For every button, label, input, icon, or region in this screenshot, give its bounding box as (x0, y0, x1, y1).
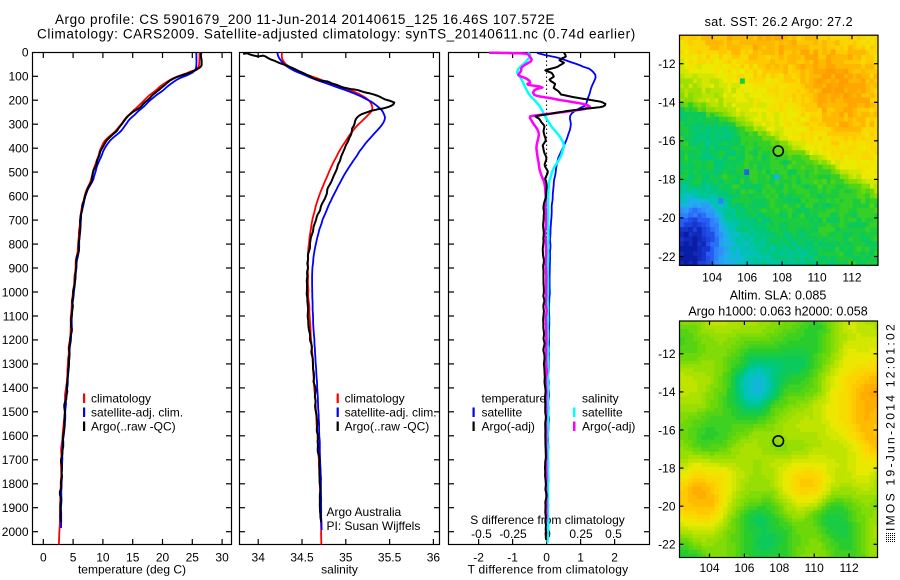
svg-text:-1: -1 (507, 551, 518, 565)
svg-text:100: 100 (8, 70, 28, 84)
svg-text:-0.25: -0.25 (499, 527, 527, 541)
svg-text:-20: -20 (658, 211, 676, 225)
svg-text:1100: 1100 (3, 309, 29, 323)
svg-text:35: 35 (339, 551, 353, 565)
svg-text:15: 15 (126, 551, 140, 565)
svg-text:0.5: 0.5 (605, 527, 622, 541)
svg-text:-14: -14 (658, 96, 676, 110)
svg-text:5: 5 (70, 551, 77, 565)
svg-text:-12: -12 (658, 57, 676, 71)
svg-text:T difference from climatology: T difference from climatology (468, 563, 629, 577)
svg-text:1800: 1800 (2, 477, 29, 491)
svg-text:1: 1 (577, 551, 584, 565)
svg-text:900: 900 (8, 261, 28, 275)
svg-text:1500: 1500 (2, 405, 29, 419)
svg-text:700: 700 (8, 213, 28, 227)
svg-text:104: 104 (699, 561, 719, 575)
svg-text:34: 34 (252, 551, 266, 565)
svg-text:500: 500 (8, 165, 28, 179)
svg-text:0: 0 (40, 551, 47, 565)
svg-text:1600: 1600 (2, 429, 29, 443)
svg-text:36: 36 (427, 551, 441, 565)
svg-text:35.5: 35.5 (378, 551, 402, 565)
svg-text:-20: -20 (658, 500, 676, 514)
svg-text:satellite: satellite (582, 406, 623, 420)
svg-text:Argo(..raw -QC): Argo(..raw -QC) (91, 420, 176, 434)
svg-text:Climatology: CARS2009. Satelli: Climatology: CARS2009. Satellite-adjuste… (37, 27, 636, 42)
svg-text:0.25: 0.25 (569, 527, 593, 541)
svg-text:800: 800 (8, 237, 28, 251)
svg-text:Argo h1000: 0.063 h2000: 0.058: Argo h1000: 0.063 h2000: 0.058 (688, 305, 867, 319)
svg-text:Argo profile: CS 5901679_200 1: Argo profile: CS 5901679_200 11-Jun-2014… (55, 12, 555, 27)
svg-text:1700: 1700 (2, 453, 29, 467)
svg-text:satellite: satellite (482, 406, 523, 420)
svg-text:Altim. SLA: 0.085: Altim. SLA: 0.085 (730, 289, 827, 303)
svg-text:112: 112 (840, 561, 859, 575)
svg-text:110: 110 (805, 561, 824, 575)
svg-text:1900: 1900 (2, 501, 29, 515)
svg-text:Argo(-adj): Argo(-adj) (582, 420, 635, 434)
svg-text:-18: -18 (658, 173, 676, 187)
svg-text:1400: 1400 (2, 381, 29, 395)
svg-text:-18: -18 (658, 461, 676, 475)
svg-text:1000: 1000 (2, 285, 29, 299)
svg-text:106: 106 (737, 271, 757, 285)
svg-text:25: 25 (186, 551, 200, 565)
svg-text:-2: -2 (473, 551, 484, 565)
svg-text:sat. SST: 26.2 Argo: 27.2: sat. SST: 26.2 Argo: 27.2 (705, 15, 853, 29)
svg-text:Argo Australia: Argo Australia (327, 505, 402, 519)
svg-text:0: 0 (22, 46, 29, 60)
svg-text:300: 300 (8, 118, 28, 132)
svg-text:temperature (deg C): temperature (deg C) (78, 563, 186, 577)
svg-text:satellite-adj. clim.: satellite-adj. clim. (345, 406, 437, 420)
svg-text:PI: Susan Wijffels: PI: Susan Wijffels (327, 519, 421, 533)
svg-text:2: 2 (611, 551, 618, 565)
svg-text:-16: -16 (658, 134, 676, 148)
svg-text:-22: -22 (658, 538, 676, 552)
svg-text:1200: 1200 (2, 333, 29, 347)
svg-text:satellite-adj. clim.: satellite-adj. clim. (91, 406, 183, 420)
svg-text:104: 104 (702, 271, 722, 285)
svg-text:108: 108 (769, 561, 789, 575)
svg-text:10: 10 (96, 551, 110, 565)
svg-text:-12: -12 (658, 347, 676, 361)
svg-text:-14: -14 (658, 385, 676, 399)
svg-text:-0.5: -0.5 (471, 527, 492, 541)
svg-text:30: 30 (215, 551, 229, 565)
svg-text:climatology: climatology (91, 392, 151, 406)
svg-text:Argo(-adj): Argo(-adj) (482, 420, 535, 434)
svg-text:2000: 2000 (2, 525, 29, 539)
svg-text:34.5: 34.5 (290, 551, 314, 565)
svg-text:temperature: temperature (482, 392, 547, 406)
svg-text:salinity: salinity (582, 392, 619, 406)
svg-text:climatology: climatology (345, 392, 405, 406)
svg-text:108: 108 (772, 271, 792, 285)
svg-text:112: 112 (842, 271, 861, 285)
svg-text:IMOS 19-Jun-2014 12:01:02: IMOS 19-Jun-2014 12:01:02 (884, 322, 898, 531)
svg-text:110: 110 (808, 271, 827, 285)
svg-text:Argo(..raw -QC): Argo(..raw -QC) (345, 420, 430, 434)
svg-text:400: 400 (8, 142, 28, 156)
svg-text:-16: -16 (658, 423, 676, 437)
svg-text:600: 600 (8, 189, 28, 203)
svg-text:salinity: salinity (321, 563, 358, 577)
svg-text:106: 106 (734, 561, 754, 575)
svg-text:200: 200 (8, 94, 28, 108)
svg-text:0: 0 (543, 551, 550, 565)
svg-text:-22: -22 (658, 250, 676, 264)
svg-text:20: 20 (156, 551, 170, 565)
svg-text:1300: 1300 (2, 357, 29, 371)
